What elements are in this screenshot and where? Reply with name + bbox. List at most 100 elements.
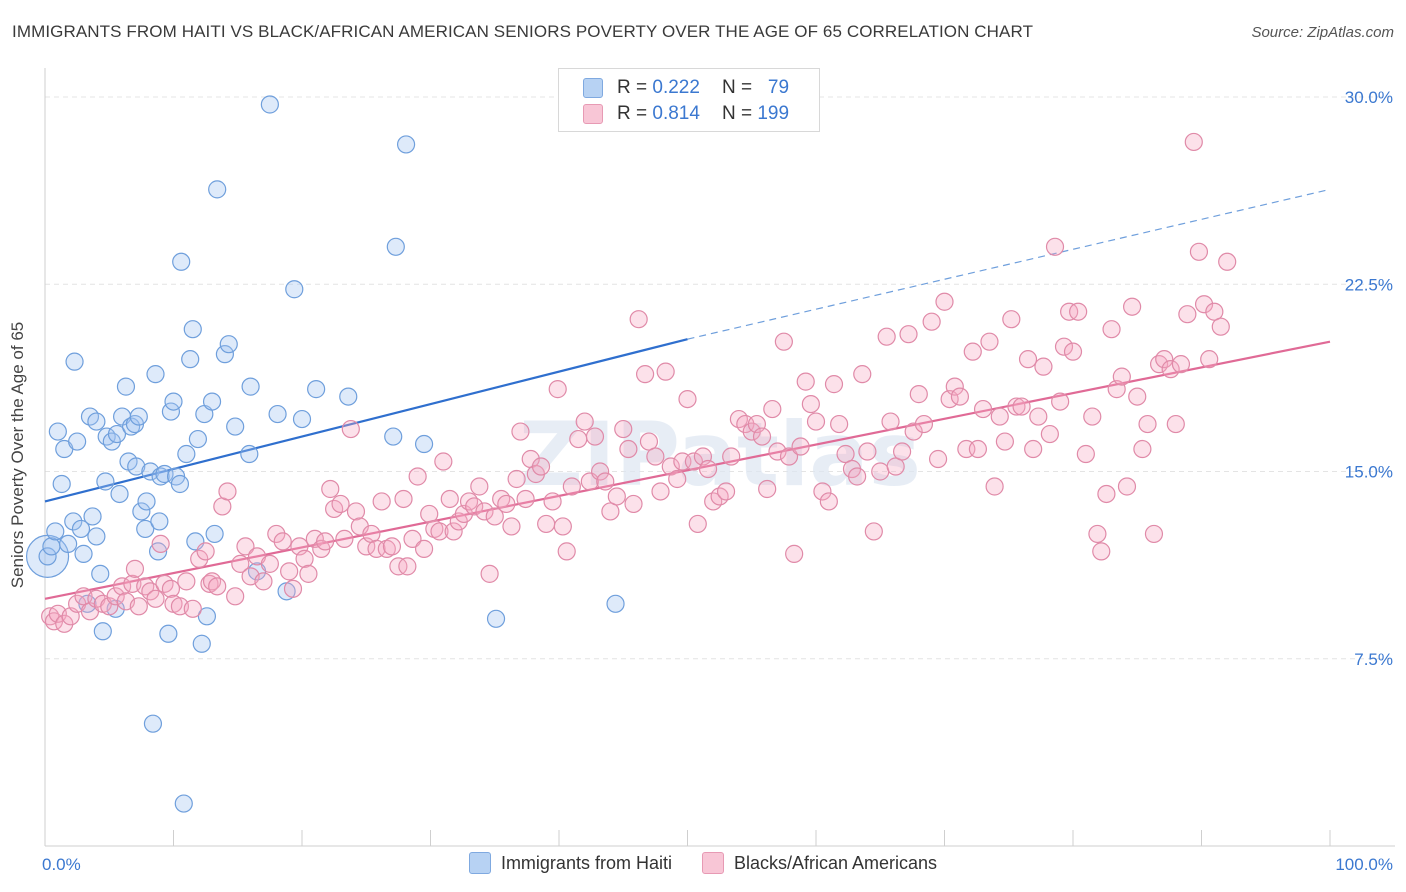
data-point-haiti	[64, 512, 83, 531]
data-point-black	[1184, 132, 1203, 152]
data-point-black	[1007, 397, 1026, 416]
data-point-haiti	[96, 472, 115, 491]
data-point-black	[161, 579, 181, 598]
data-point-haiti	[107, 424, 127, 444]
legend-swatch-haiti	[583, 78, 603, 98]
data-point-black	[283, 579, 303, 598]
data-point-haiti	[240, 444, 259, 464]
data-point-haiti	[155, 464, 174, 484]
data-point-black	[950, 387, 970, 406]
data-point-black	[177, 572, 196, 591]
data-point-black	[646, 447, 665, 466]
legend-n-value-black: 199	[757, 103, 790, 124]
data-point-haiti	[208, 180, 227, 199]
data-point-black	[475, 502, 494, 521]
data-point-black	[591, 462, 610, 481]
data-point-black	[1117, 477, 1137, 496]
data-point-black	[1092, 542, 1111, 561]
data-point-black	[864, 522, 883, 541]
data-point-haiti	[260, 95, 279, 114]
data-point-haiti	[177, 444, 196, 464]
data-point-black	[125, 559, 145, 578]
data-point-black	[791, 437, 810, 456]
data-point-black	[796, 372, 815, 391]
data-point-black	[973, 399, 993, 419]
data-point-haiti	[197, 607, 217, 626]
data-point-black	[136, 577, 155, 596]
data-point-black	[497, 494, 516, 514]
data-point-haiti	[174, 794, 193, 813]
data-point-black	[511, 422, 530, 441]
legend-r-label: R =	[617, 103, 648, 124]
data-point-black	[480, 564, 499, 583]
data-point-black	[813, 482, 832, 501]
data-point-black	[507, 469, 526, 489]
y-tick-label: 7.5%	[1354, 650, 1393, 669]
data-point-black	[698, 459, 718, 479]
data-point-black	[537, 514, 556, 534]
tick-labels: 7.5% 15.0% 22.5% 30.0% 0.0% 100.0%	[42, 88, 1393, 874]
legend-item-black: Blacks/African Americans	[701, 852, 937, 874]
data-point-black	[394, 489, 413, 509]
data-point-haiti	[202, 392, 222, 411]
data-point-black	[684, 452, 704, 471]
data-point-black	[321, 479, 340, 499]
data-point-black	[1083, 407, 1102, 426]
data-point-black	[1205, 302, 1224, 321]
data-point-haiti	[42, 537, 61, 556]
data-point-black	[1088, 524, 1107, 544]
data-point-black	[1161, 360, 1180, 379]
data-point-black	[106, 587, 125, 606]
data-point-black	[231, 554, 250, 573]
data-point-black	[836, 444, 855, 464]
data-point-black	[1123, 297, 1142, 316]
data-point-black	[1076, 444, 1095, 464]
data-point-haiti	[192, 634, 211, 653]
data-point-black	[985, 477, 1004, 496]
data-point-black	[408, 467, 427, 486]
data-point-haiti	[486, 609, 506, 628]
data-point-black	[516, 489, 535, 509]
data-point-black	[1018, 350, 1038, 369]
legend-swatch-black	[701, 852, 724, 874]
data-point-black	[1218, 252, 1237, 271]
data-point-black	[806, 412, 826, 431]
data-point-black	[1128, 387, 1147, 406]
data-point-black	[819, 492, 838, 511]
data-point-black	[55, 614, 74, 633]
data-point-black	[531, 457, 551, 476]
data-point-black	[414, 539, 434, 558]
data-point-black	[1024, 439, 1043, 459]
data-point-black	[963, 342, 982, 361]
data-point-black	[208, 577, 227, 596]
data-point-black	[151, 534, 170, 554]
data-point-black	[899, 325, 918, 344]
data-point-black	[881, 412, 900, 431]
data-point-haiti	[146, 365, 165, 384]
data-point-black	[785, 544, 804, 563]
data-point-black	[1045, 237, 1065, 256]
data-point-haiti	[137, 492, 156, 511]
data-point-black	[678, 389, 697, 409]
data-point-black	[236, 537, 255, 556]
data-point-black	[914, 414, 934, 434]
data-point-haiti	[183, 320, 202, 339]
data-point-black	[722, 447, 741, 466]
data-point-black	[990, 407, 1009, 426]
legend-item-haiti: Immigrants from Haiti	[468, 852, 672, 874]
legend-r-value-haiti: 0.222	[652, 77, 700, 98]
x-tick-label: 100.0%	[1335, 855, 1393, 874]
data-point-haiti	[414, 434, 434, 454]
data-point-black	[758, 479, 777, 499]
legend-row-haiti: R = 0.222 N = 79	[583, 76, 789, 100]
data-point-black	[129, 597, 148, 616]
data-point-black	[892, 442, 912, 461]
data-point-black	[1133, 439, 1152, 459]
y-axis-label: Seniors Poverty Over the Age of 65	[8, 321, 27, 589]
data-point-haiti	[606, 594, 625, 613]
data-point-black	[1189, 242, 1209, 261]
data-point-haiti	[46, 522, 65, 541]
chart-source: Source: ZipAtlas.com	[1251, 24, 1394, 41]
data-point-haiti	[74, 544, 93, 563]
data-point-black	[575, 412, 594, 431]
